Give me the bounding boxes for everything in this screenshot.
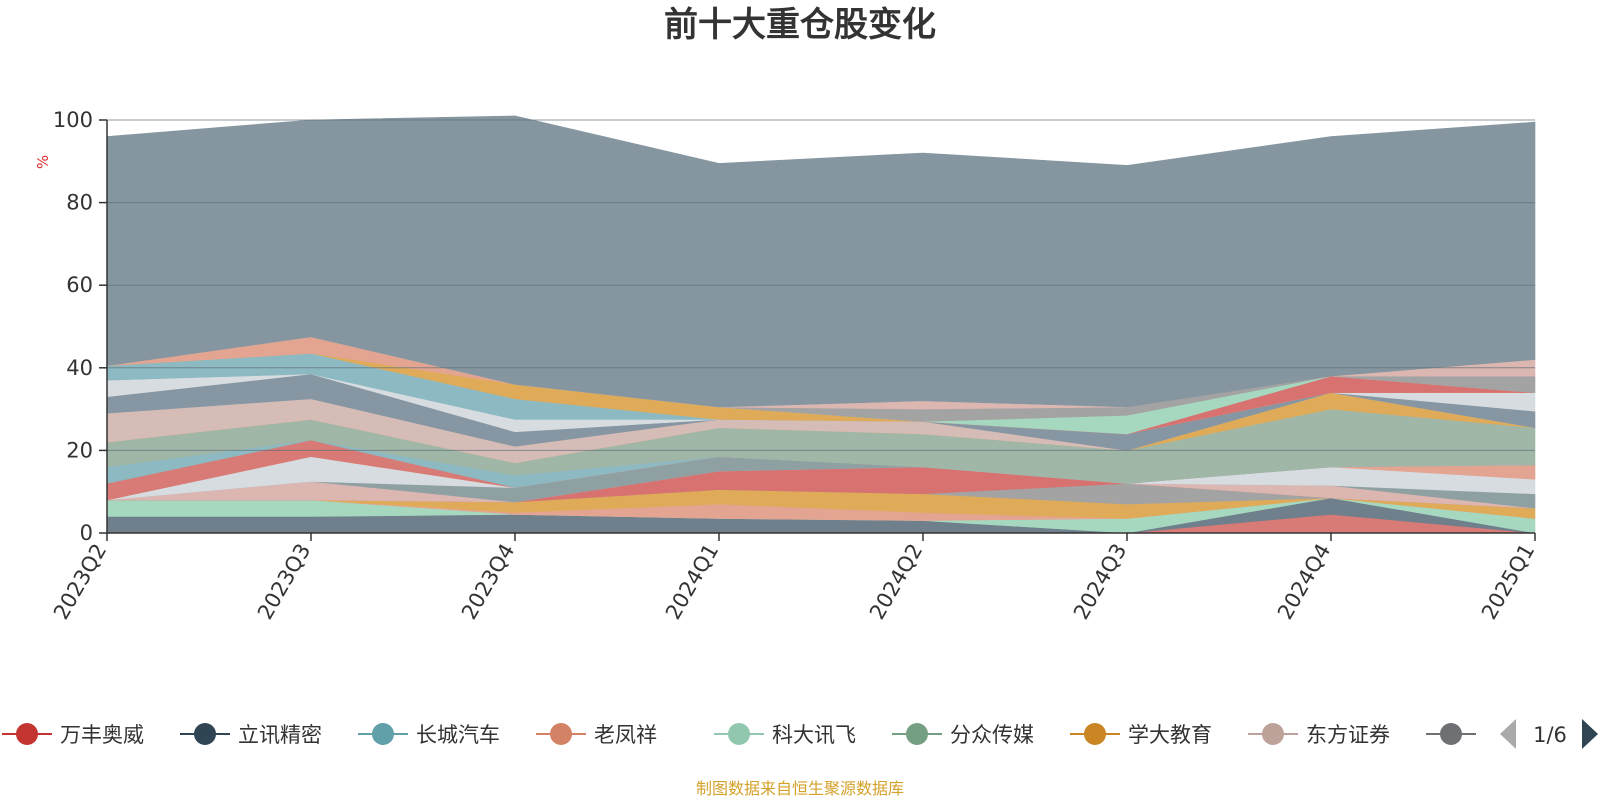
x-tick-label: 2024Q4 (1273, 540, 1335, 624)
legend-label: 老凤祥 (594, 723, 657, 747)
legend-marker-icon (1262, 723, 1284, 745)
x-tick-label: 2023Q3 (253, 540, 315, 624)
legend-item[interactable]: 长城汽车 (358, 723, 500, 747)
y-tick-label: 60 (66, 273, 93, 297)
legend-label: 长城汽车 (416, 723, 500, 747)
y-axis-label: % (34, 155, 52, 169)
legend-marker-icon (16, 723, 38, 745)
legend-item[interactable]: 金 (1426, 723, 1505, 747)
y-tick-label: 40 (66, 356, 93, 380)
x-tick-label: 2023Q4 (457, 540, 519, 624)
legend-item[interactable]: 老凤祥 (536, 723, 657, 747)
legend-marker-icon (728, 723, 750, 745)
legend-marker-icon (1440, 723, 1462, 745)
x-tick-label: 2024Q2 (865, 540, 927, 624)
legend-item[interactable]: 分众传媒 (892, 723, 1034, 747)
legend-item[interactable]: 万丰奥威 (2, 723, 144, 747)
legend-page-indicator: 1/6 (1533, 723, 1567, 747)
legend-label: 学大教育 (1128, 723, 1212, 747)
legend-prev-page-icon[interactable] (1500, 719, 1516, 749)
x-tick-label: 2025Q1 (1477, 540, 1539, 624)
area-series-25 (106, 115, 1536, 408)
legend-item[interactable]: 立讯精密 (180, 723, 322, 747)
legend-marker-icon (906, 723, 928, 745)
legend-item[interactable]: 学大教育 (1070, 723, 1212, 747)
legend-marker-icon (194, 723, 216, 745)
x-tick-label: 2024Q1 (661, 540, 723, 624)
x-tick-label: 2024Q3 (1069, 540, 1131, 624)
legend-item[interactable]: 科大讯飞 (714, 723, 856, 747)
legend-marker-icon (372, 723, 394, 745)
legend[interactable]: 万丰奥威 立讯精密 长城汽车 老凤祥 科大讯飞 分众传媒 学大教育 东方证券 金 1/6 (2, 719, 1598, 749)
legend-marker-icon (550, 723, 572, 745)
plot-area (106, 115, 1536, 534)
legend-items: 万丰奥威 立讯精密 长城汽车 老凤祥 科大讯飞 分众传媒 学大教育 东方证券 金 (2, 723, 1505, 747)
y-tick-label: 100 (53, 108, 93, 132)
legend-label: 万丰奥威 (60, 723, 144, 747)
legend-label: 东方证券 (1306, 723, 1390, 747)
legend-label: 立讯精密 (238, 723, 322, 747)
y-tick-label: 0 (80, 521, 93, 545)
x-tick-label: 2023Q2 (49, 540, 111, 624)
chart-title: 前十大重仓股变化 (664, 5, 936, 45)
legend-label: 科大讯飞 (772, 723, 856, 747)
legend-label: 分众传媒 (950, 723, 1034, 747)
legend-marker-icon (1084, 723, 1106, 745)
source-note: 制图数据来自恒生聚源数据库 (696, 779, 904, 798)
y-tick-label: 20 (66, 438, 93, 462)
y-tick-label: 80 (66, 191, 93, 215)
grid-lines (107, 119, 1535, 451)
legend-item[interactable]: 东方证券 (1248, 723, 1390, 747)
legend-next-page-icon[interactable] (1582, 719, 1598, 749)
